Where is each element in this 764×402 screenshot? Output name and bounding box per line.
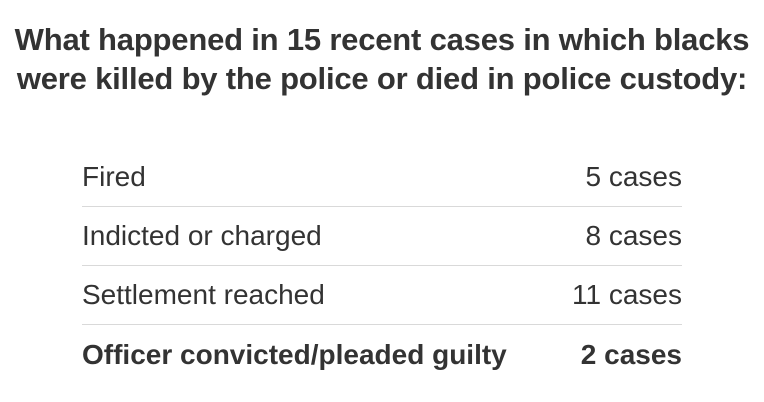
row-value: 5 cases (585, 161, 683, 192)
row-value: 2 cases (580, 338, 682, 370)
headline-line-2: were killed by the police or died in pol… (16, 61, 748, 96)
outcomes-table: Fired 5 cases Indicted or charged 8 case… (82, 148, 682, 384)
row-value: 8 cases (585, 220, 683, 251)
row-label: Officer convicted/pleaded guilty (82, 338, 507, 370)
table-row: Indicted or charged 8 cases (82, 207, 682, 266)
row-label: Indicted or charged (82, 220, 322, 251)
row-value: 11 cases (572, 279, 682, 310)
row-label: Settlement reached (82, 279, 325, 310)
headline: What happened in 15 recent cases in whic… (0, 20, 764, 98)
table-row: Fired 5 cases (82, 148, 682, 207)
headline-line-1: What happened in 15 recent cases in whic… (14, 22, 750, 57)
table-row-highlighted: Officer convicted/pleaded guilty 2 cases (82, 325, 682, 384)
row-label: Fired (82, 161, 146, 192)
table-row: Settlement reached 11 cases (82, 266, 682, 325)
